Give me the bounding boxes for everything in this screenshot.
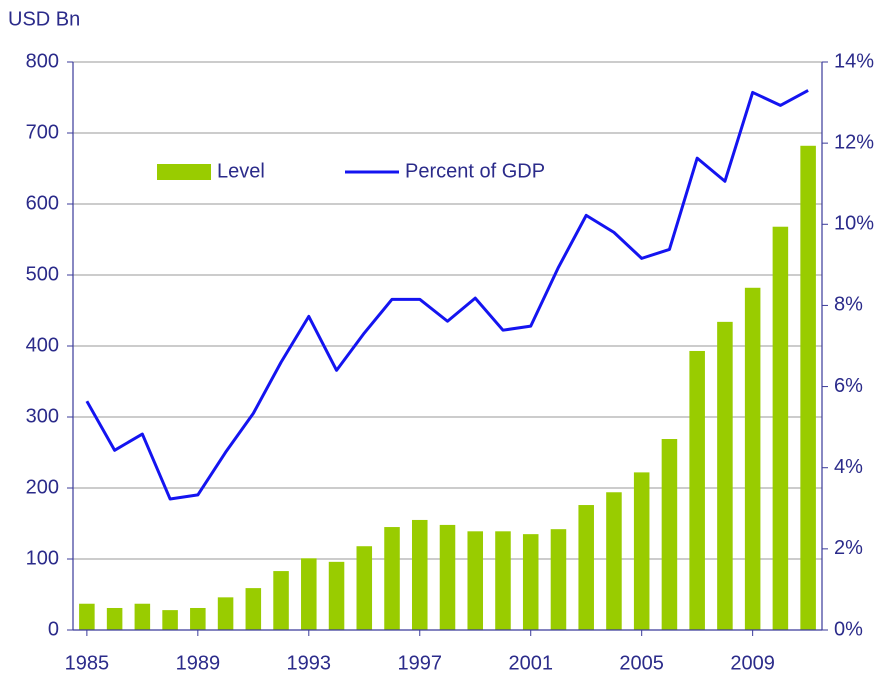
y-tick-label: 700 (26, 121, 59, 143)
bar (162, 610, 178, 630)
y-tick-label: 200 (26, 476, 59, 498)
y-tick-label: 300 (26, 405, 59, 427)
bar (661, 439, 678, 630)
bar (522, 534, 539, 630)
y2-tick-label: 6% (834, 375, 863, 397)
bar (689, 350, 705, 630)
bar (495, 531, 511, 630)
x-tick-label: 2005 (619, 652, 664, 674)
legend-swatch (157, 164, 211, 180)
bar (106, 607, 123, 630)
legend-label: Level (217, 160, 265, 182)
bar (717, 321, 733, 630)
y-axis-label: USD Bn (8, 8, 80, 30)
bar (772, 226, 789, 630)
x-tick-label: 1997 (398, 652, 443, 674)
bar (606, 492, 622, 630)
y2-tick-label: 12% (834, 131, 874, 153)
bar (328, 561, 345, 630)
bar (800, 145, 816, 630)
x-tick-label: 2009 (730, 652, 775, 674)
y2-tick-label: 10% (834, 213, 874, 235)
y-tick-label: 400 (26, 334, 59, 356)
bar (467, 531, 484, 630)
y-tick-label: 600 (26, 192, 59, 214)
bar (301, 558, 317, 630)
bar (217, 597, 234, 630)
y-tick-label: 100 (26, 547, 59, 569)
bar (79, 603, 95, 630)
bar (633, 472, 650, 630)
y2-tick-label: 8% (834, 294, 863, 316)
y2-tick-label: 2% (834, 537, 863, 559)
y2-tick-label: 14% (834, 50, 874, 72)
bar (439, 524, 456, 630)
bar (190, 607, 206, 630)
x-tick-label: 1989 (176, 652, 221, 674)
y-tick-label: 0 (48, 618, 59, 640)
bar (245, 588, 262, 630)
x-tick-label: 2001 (508, 652, 553, 674)
legend-label: Percent of GDP (405, 160, 545, 182)
y2-tick-label: 0% (834, 618, 863, 640)
y2-tick-label: 4% (834, 456, 863, 478)
bar (273, 571, 289, 630)
x-tick-label: 1985 (65, 652, 110, 674)
y-tick-label: 500 (26, 263, 59, 285)
bar (411, 519, 428, 630)
line (85, 89, 809, 501)
bar (744, 287, 761, 630)
x-tick-label: 1993 (287, 652, 332, 674)
bar (550, 529, 567, 630)
bar (384, 527, 400, 630)
bar (356, 546, 373, 630)
bar (578, 505, 594, 630)
bar (134, 603, 151, 630)
y-tick-label: 800 (26, 50, 59, 72)
